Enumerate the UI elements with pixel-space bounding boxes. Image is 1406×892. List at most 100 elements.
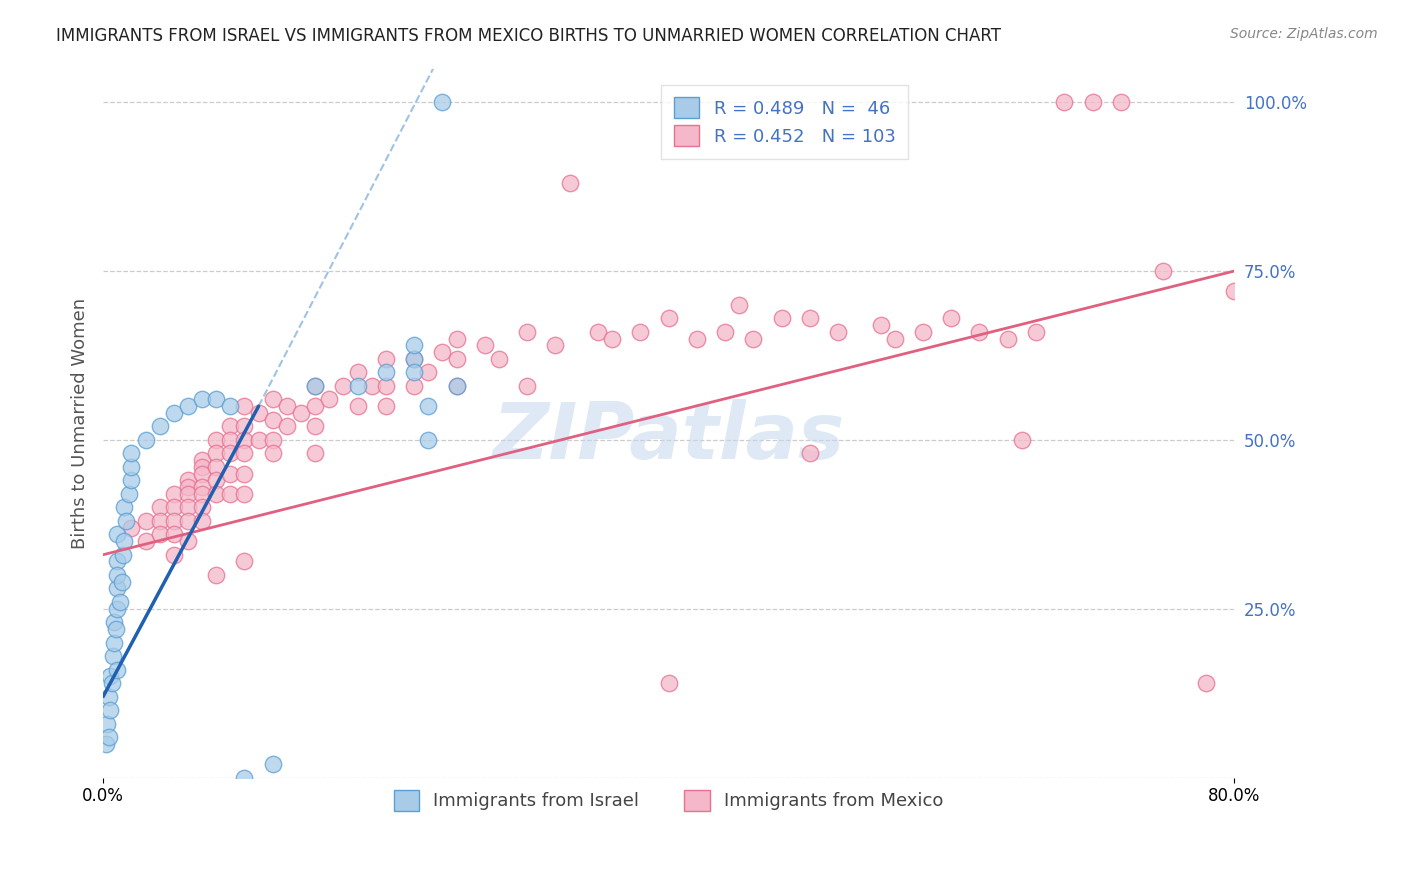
Point (163, 406, 186, 420)
Point (799, 446, 821, 460)
Point (135, 433, 157, 447)
Point (97, 730, 120, 744)
Point (544, 338, 567, 352)
Point (304, 379, 326, 393)
Point (117, 487, 139, 501)
Point (714, 325, 737, 339)
Point (177, 480, 200, 494)
Point (205, 487, 228, 501)
Point (112, 534, 135, 549)
Point (969, 325, 991, 339)
Point (191, 514, 214, 528)
Point (1152, 264, 1174, 278)
Point (233, 771, 256, 785)
Point (219, 433, 242, 447)
Point (105, 663, 128, 677)
Point (205, 392, 228, 407)
Point (191, 392, 214, 407)
Point (346, 365, 368, 379)
Point (869, 318, 891, 332)
Point (163, 514, 186, 528)
Point (105, 554, 128, 568)
Point (233, 433, 256, 447)
Point (883, 332, 905, 346)
Point (101, 648, 124, 663)
Point (177, 534, 200, 549)
Point (446, 379, 468, 393)
Point (120, 446, 142, 460)
Point (318, 392, 340, 407)
Point (997, 332, 1019, 346)
Point (163, 487, 186, 501)
Point (516, 325, 538, 339)
Point (233, 446, 256, 460)
Point (346, 379, 368, 393)
Point (120, 521, 142, 535)
Point (304, 446, 326, 460)
Point (191, 487, 214, 501)
Point (374, 399, 396, 413)
Point (332, 379, 354, 393)
Point (1011, 433, 1033, 447)
Point (686, 332, 709, 346)
Point (418, 399, 440, 413)
Point (205, 446, 228, 460)
Point (163, 527, 186, 541)
Point (657, 676, 679, 690)
Point (191, 467, 214, 481)
Point (404, 351, 426, 366)
Point (360, 379, 382, 393)
Point (205, 474, 228, 488)
Point (290, 406, 312, 420)
Point (404, 351, 426, 366)
Point (418, 433, 440, 447)
Point (135, 534, 157, 549)
Point (103, 635, 125, 649)
Point (404, 338, 426, 352)
Point (205, 433, 228, 447)
Point (304, 419, 326, 434)
Point (742, 332, 765, 346)
Point (657, 311, 679, 326)
Point (262, 757, 284, 772)
Point (276, 399, 298, 413)
Text: ZIPatlas: ZIPatlas (492, 400, 845, 475)
Point (374, 365, 396, 379)
Point (98, 703, 121, 717)
Point (233, 419, 256, 434)
Point (191, 480, 214, 494)
Point (446, 379, 468, 393)
Point (488, 351, 510, 366)
Point (163, 500, 186, 515)
Point (191, 500, 214, 515)
Point (103, 615, 125, 630)
Point (205, 459, 228, 474)
Point (177, 474, 200, 488)
Point (346, 399, 368, 413)
Point (163, 548, 186, 562)
Point (233, 399, 256, 413)
Point (94, 737, 117, 751)
Point (827, 325, 849, 339)
Point (1053, 95, 1076, 110)
Point (474, 338, 496, 352)
Point (262, 412, 284, 426)
Point (233, 487, 256, 501)
Point (446, 351, 468, 366)
Point (770, 311, 793, 326)
Point (558, 177, 581, 191)
Point (432, 345, 454, 359)
Point (586, 325, 609, 339)
Point (600, 332, 623, 346)
Point (1195, 676, 1218, 690)
Point (219, 467, 242, 481)
Point (1081, 95, 1104, 110)
Legend: Immigrants from Israel, Immigrants from Mexico: Immigrants from Israel, Immigrants from … (380, 775, 957, 825)
Point (247, 433, 270, 447)
Point (111, 548, 134, 562)
Point (105, 601, 128, 615)
Point (120, 474, 142, 488)
Text: Source: ZipAtlas.com: Source: ZipAtlas.com (1230, 27, 1378, 41)
Y-axis label: Births to Unmarried Women: Births to Unmarried Women (72, 297, 89, 549)
Point (135, 514, 157, 528)
